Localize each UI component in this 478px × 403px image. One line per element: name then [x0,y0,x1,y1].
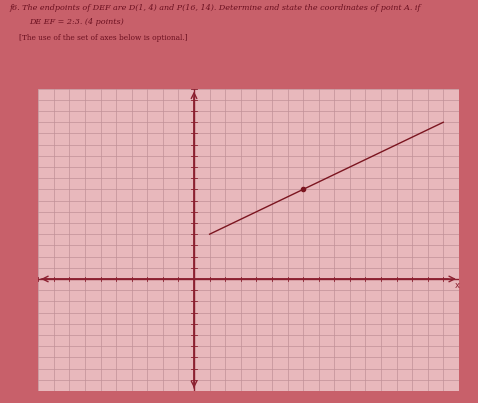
Text: f6. The endpoints of DEF are D(1, 4) and P(16, 14). Determine and state the coor: f6. The endpoints of DEF are D(1, 4) and… [10,4,421,12]
Text: DE EF = 2:3. (4 points): DE EF = 2:3. (4 points) [29,18,123,26]
Text: x: x [455,281,460,290]
Text: [The use of the set of axes below is optional.]: [The use of the set of axes below is opt… [19,34,188,42]
